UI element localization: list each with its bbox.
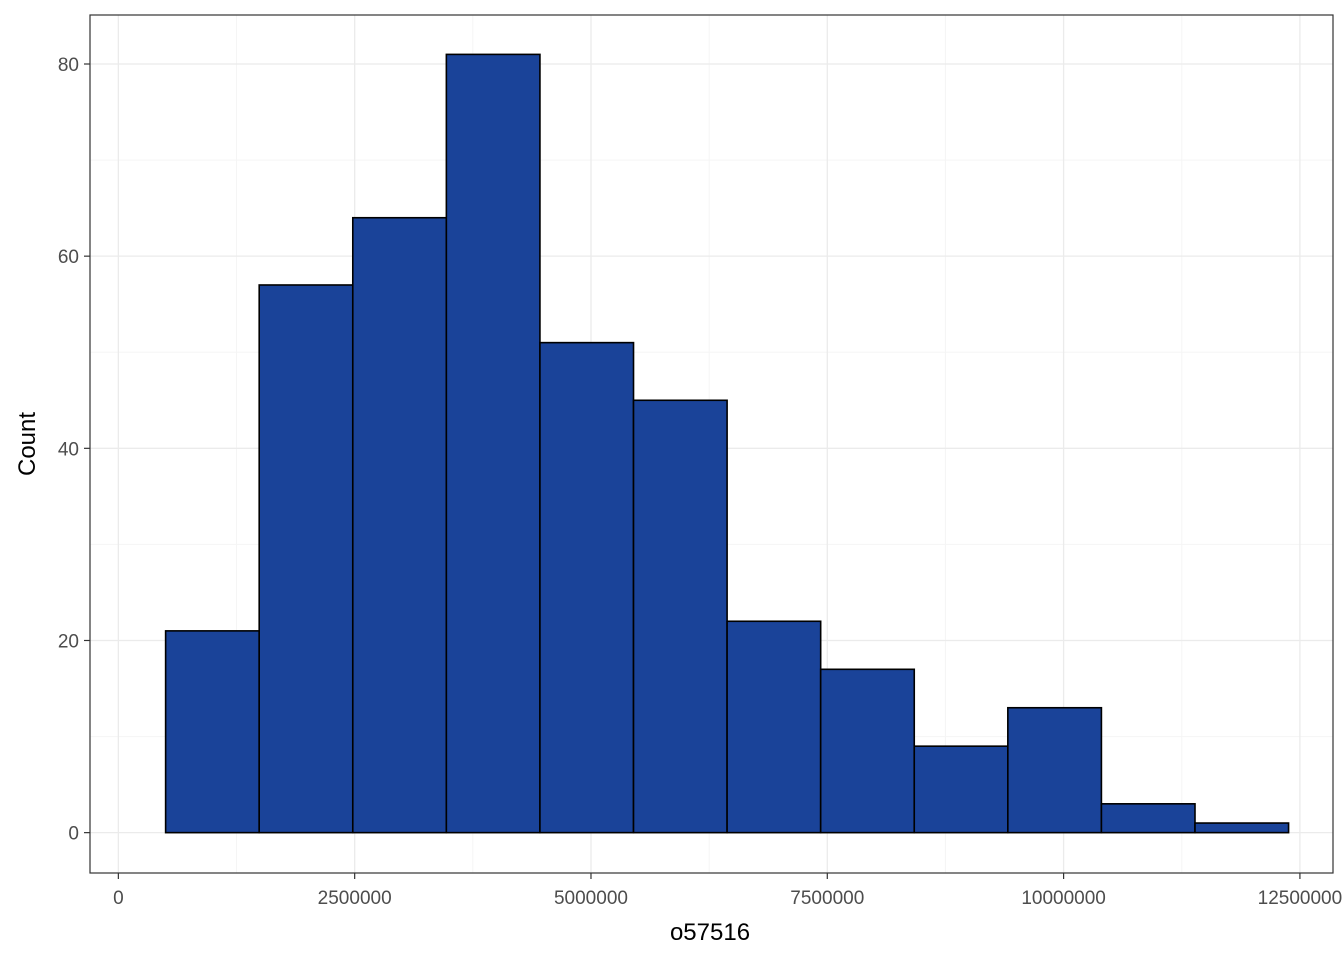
histogram-bar: [539, 341, 635, 834]
histogram-bar: [913, 745, 1009, 834]
histogram-bar: [351, 216, 448, 834]
histogram-bar: [1100, 803, 1196, 834]
histogram-bar: [632, 399, 728, 834]
x-tick-label: 5000000: [554, 888, 628, 909]
histogram-bar: [1007, 706, 1103, 834]
y-tick-label: 40: [58, 439, 79, 460]
histogram-bar: [258, 284, 354, 834]
x-tick-label: 10000000: [1021, 888, 1106, 909]
x-tick-label: 7500000: [790, 888, 864, 909]
x-tick-label: 12500000: [1258, 888, 1343, 909]
panel-border: [89, 14, 1334, 874]
histogram-bar: [726, 620, 822, 834]
histogram-bar: [1194, 822, 1290, 834]
histogram-bars: [164, 53, 1290, 834]
histogram-bar: [445, 53, 541, 834]
y-axis-title: Count: [14, 412, 41, 476]
histogram-bar: [164, 630, 260, 834]
y-tick-label: 20: [58, 631, 79, 652]
x-tick-label: 2500000: [318, 888, 392, 909]
y-tick-label: 0: [68, 824, 79, 845]
y-tick-label: 80: [58, 55, 79, 76]
x-axis-title: o57516: [670, 919, 750, 946]
histogram-bar: [819, 668, 916, 834]
axis-ticks: 0 2500000 5000000 7500000 10000000 12500000 0 2…: [58, 55, 1342, 909]
y-tick-label: 60: [58, 247, 79, 268]
x-tick-label: 0: [113, 888, 124, 909]
